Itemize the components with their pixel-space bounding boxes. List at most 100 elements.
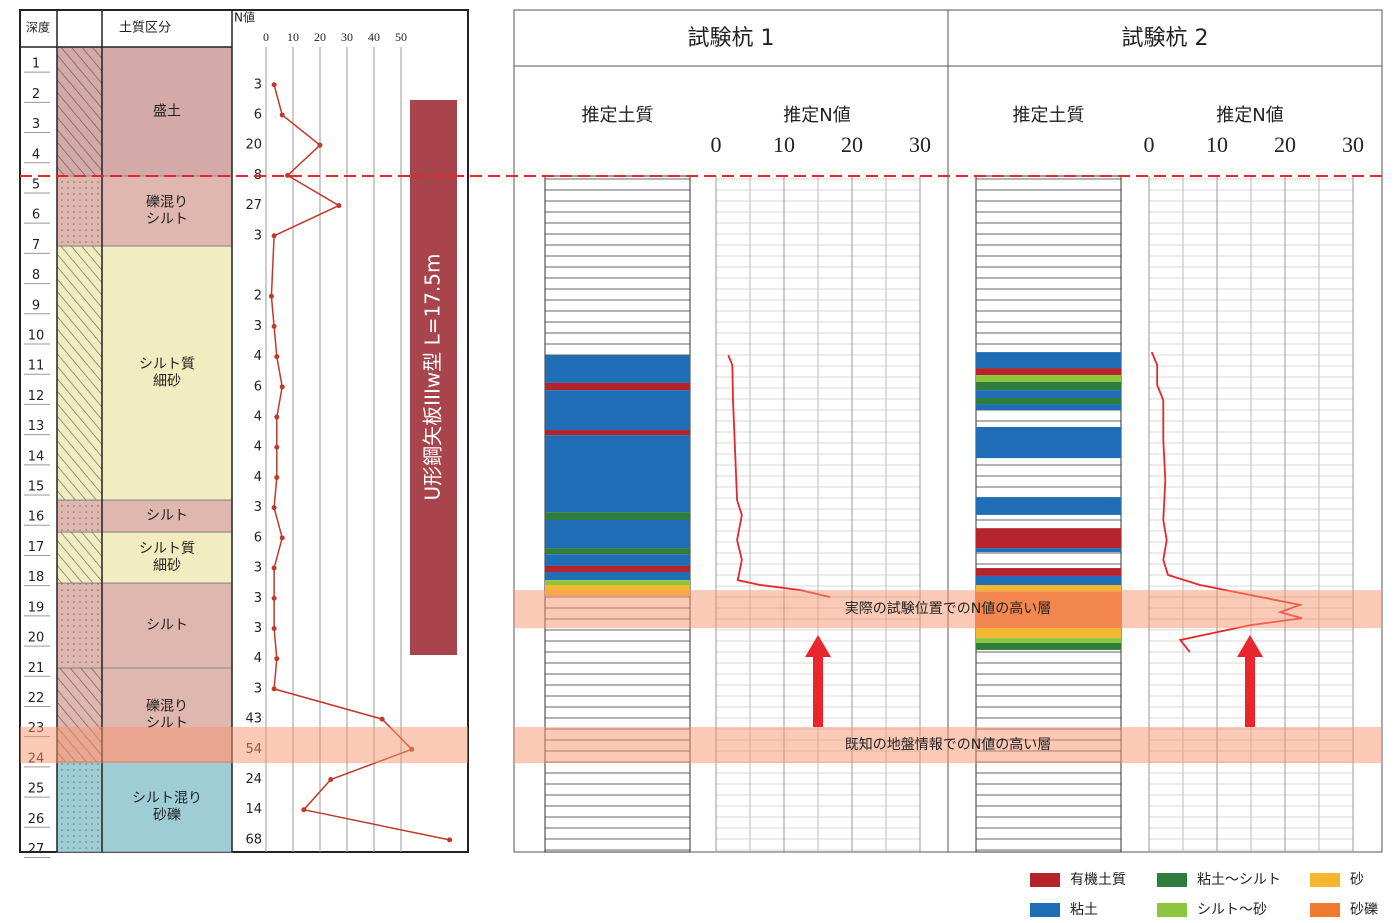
n-value-label: 3 [254, 591, 262, 606]
band-label: 実際の試験位置でのN値の高い層 [845, 600, 1051, 617]
n-value-label: 4 [254, 410, 262, 425]
estimated-soil [545, 382, 690, 391]
n-value-label: 20 [245, 138, 262, 153]
estimated-soil [545, 520, 690, 549]
n-point [271, 625, 277, 631]
x-tick-label: 30 [1342, 132, 1364, 157]
depth-label: 21 [28, 661, 45, 676]
n-header: 推定N値 [1216, 105, 1283, 126]
legend-swatch [1157, 873, 1187, 887]
estimated-soil [545, 548, 690, 555]
depth-label: 7 [32, 238, 40, 253]
estimated-soil [976, 427, 1121, 459]
x-tick-label: 30 [909, 132, 931, 157]
header: N値 [234, 10, 255, 25]
n-curve [727, 354, 831, 598]
n-tick-label: 50 [395, 30, 407, 44]
estimated-soil [545, 554, 690, 566]
n-value-label: 3 [254, 561, 262, 576]
n-value-label: 24 [245, 772, 262, 787]
estimated-soil [545, 435, 690, 513]
depth-label: 10 [28, 329, 45, 344]
estimated-soil [976, 568, 1121, 576]
soil-symbol-hatch [57, 761, 102, 852]
n-value-label: 4 [254, 470, 262, 485]
highlight-band [514, 590, 1382, 629]
n-tick-label: 40 [368, 30, 380, 44]
n-value-label: 2 [254, 289, 262, 304]
soil-name: シルト混り [132, 790, 202, 806]
estimated-soil [545, 390, 690, 431]
soil-name: シルト質 [139, 541, 195, 557]
estimated-soil [976, 398, 1121, 405]
n-point [268, 293, 274, 299]
estimated-soil [545, 580, 690, 585]
depth-label: 18 [28, 570, 45, 585]
boring-log: 盛土礫混りシルトシルト質細砂シルトシルト質細砂シルト礫混りシルトシルト混り砂礫深… [19, 9, 469, 859]
depth-label: 20 [28, 631, 45, 646]
soil-name: 盛土 [153, 103, 181, 119]
depth-label: 26 [28, 812, 45, 827]
n-point [271, 595, 277, 601]
soil-symbol-hatch [57, 500, 102, 533]
x-tick-label: 0 [1144, 132, 1155, 157]
estimated-soil [976, 390, 1121, 399]
estimated-soil [976, 642, 1121, 650]
depth-label: 16 [28, 510, 45, 525]
depth-label: 9 [32, 298, 40, 313]
n-point [274, 474, 280, 480]
n-point [271, 505, 277, 511]
soil-layer [101, 46, 233, 177]
n-tick-label: 0 [263, 30, 269, 44]
soil-name: シルト [146, 212, 188, 228]
legend-swatch [1310, 903, 1340, 917]
x-tick-label: 10 [773, 132, 795, 157]
n-value-label: 6 [254, 379, 262, 394]
depth-label: 27 [28, 842, 45, 857]
n-point [447, 837, 453, 843]
depth-label: 8 [32, 268, 40, 283]
n-tick-label: 10 [287, 30, 299, 44]
pile-title: 試験杭 2 [1122, 26, 1209, 51]
depth-label: 11 [28, 359, 45, 374]
estimated-soil [976, 628, 1121, 639]
soil-name: 細砂 [153, 374, 181, 390]
legend-label: 粘土～シルト [1197, 872, 1281, 888]
n-point [271, 233, 277, 239]
soil-layer [101, 761, 233, 853]
soil-name: 礫混り [146, 699, 188, 715]
n-value-label: 4 [254, 440, 262, 455]
arrow-head [805, 635, 831, 657]
depth-label: 12 [28, 389, 45, 404]
depth-label: 17 [28, 540, 45, 555]
n-point [271, 686, 277, 692]
soil-name: 砂礫 [153, 807, 181, 823]
legend-swatch [1030, 903, 1060, 917]
n-point [317, 142, 323, 148]
n-value-label: 4 [254, 349, 262, 364]
soil-symbol-hatch [57, 175, 102, 247]
highlight-band [514, 726, 1382, 764]
n-value-label: 27 [245, 198, 262, 213]
depth-label: 15 [28, 480, 45, 495]
estimated-soil [976, 575, 1121, 585]
soil-name: 礫混り [146, 195, 188, 211]
n-point [271, 82, 277, 88]
n-point [379, 716, 385, 722]
n-point [336, 203, 342, 209]
legend-label: 砂 [1350, 872, 1364, 888]
depth-label: 13 [28, 419, 45, 434]
estimated-soil [976, 584, 1121, 592]
n-value-label: 6 [254, 107, 262, 122]
legend-swatch [1030, 873, 1060, 887]
depth-label: 5 [32, 177, 40, 192]
header: 土質区分 [119, 21, 171, 36]
legend-label: 有機土質 [1070, 872, 1126, 888]
estimated-soil [545, 512, 690, 521]
n-point [274, 444, 280, 450]
highlight-band [20, 726, 468, 764]
n-header: 推定N値 [783, 105, 850, 126]
soil-symbol-hatch [57, 47, 102, 176]
